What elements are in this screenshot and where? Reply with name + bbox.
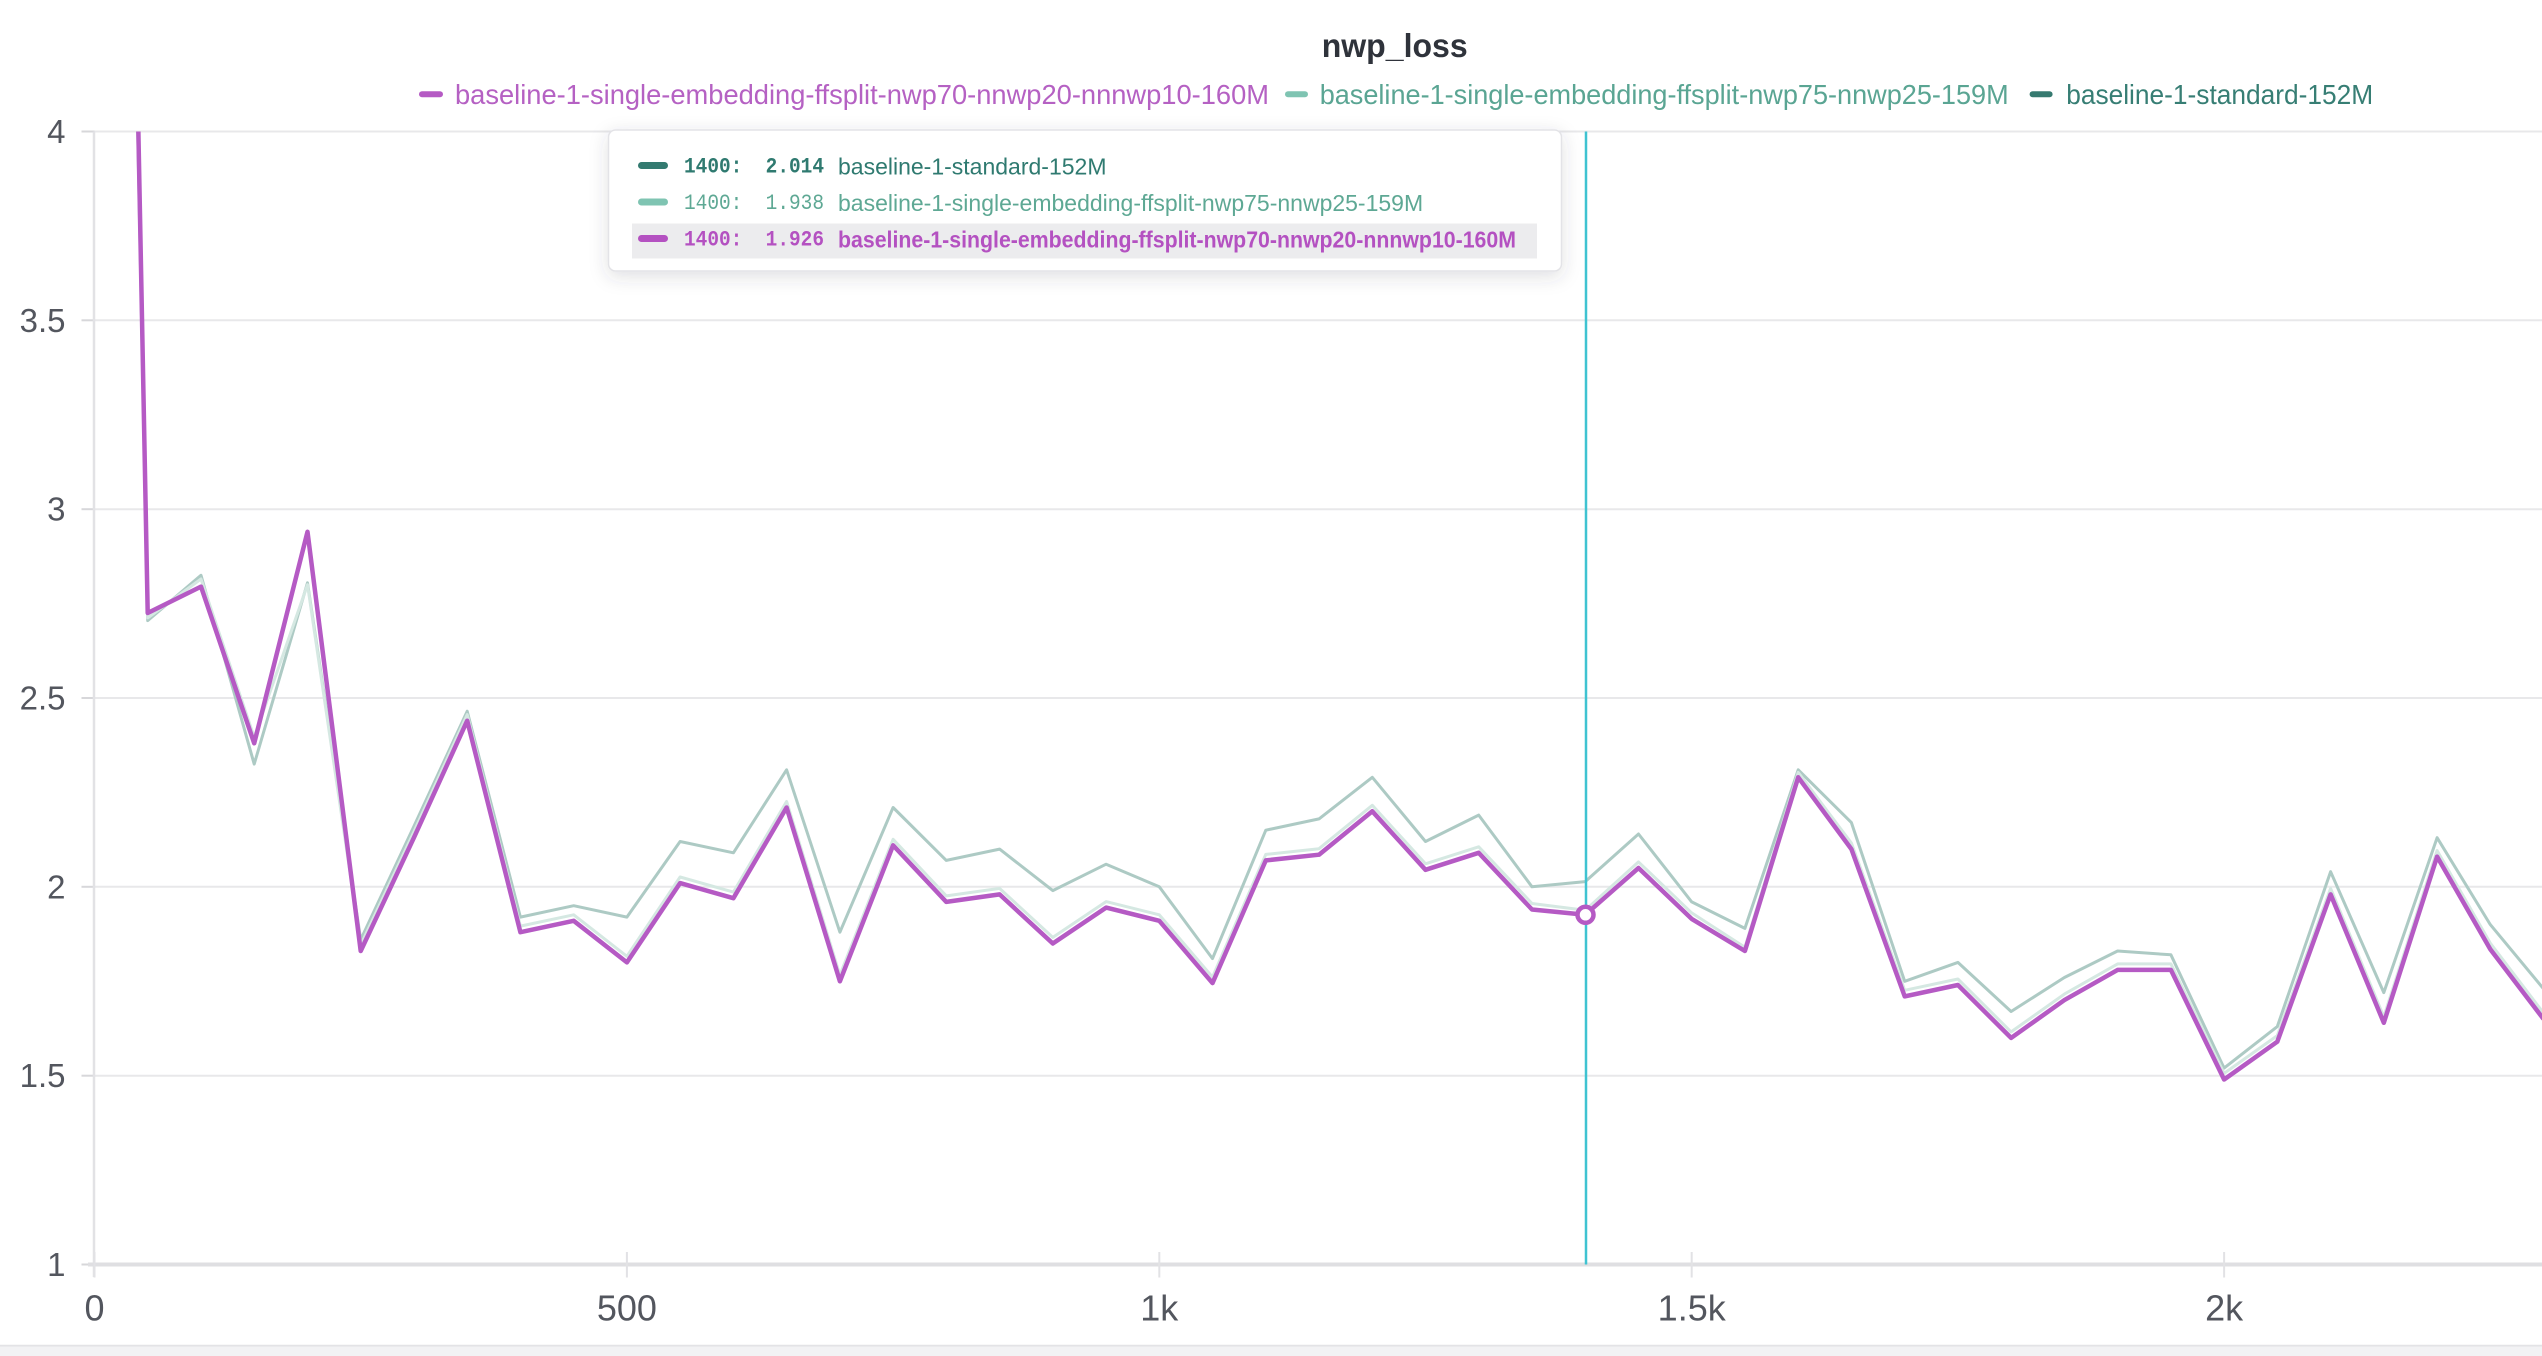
- svg-text:500: 500: [597, 1288, 657, 1329]
- svg-text:2: 2: [47, 868, 65, 905]
- svg-text:0: 0: [84, 1288, 104, 1329]
- svg-text:1.5: 1.5: [20, 1057, 66, 1094]
- svg-text:1k: 1k: [1140, 1288, 1179, 1329]
- svg-text:baseline-1-standard-152M: baseline-1-standard-152M: [2066, 79, 2373, 110]
- svg-text:3.5: 3.5: [20, 302, 66, 339]
- svg-text:1: 1: [47, 1246, 65, 1283]
- svg-text:baseline-1-single-embedding-ff: baseline-1-single-embedding-ffsplit-nwp7…: [1320, 79, 2009, 110]
- svg-text:1400: 1.938: 1400: 1.938: [684, 190, 824, 216]
- svg-text:1.5k: 1.5k: [1658, 1288, 1727, 1329]
- svg-text:2k: 2k: [2205, 1288, 2244, 1329]
- svg-text:2.5: 2.5: [20, 680, 66, 717]
- svg-text:nwp_loss: nwp_loss: [1322, 27, 1468, 64]
- svg-text:baseline-1-single-embedding-ff: baseline-1-single-embedding-ffsplit-nwp7…: [455, 79, 1269, 110]
- svg-text:1400: 2.014: 1400: 2.014: [684, 154, 824, 180]
- svg-text:4: 4: [47, 113, 65, 150]
- svg-text:baseline-1-single-embedding-ff: baseline-1-single-embedding-ffsplit-nwp7…: [838, 227, 1516, 253]
- svg-text:baseline-1-standard-152M: baseline-1-standard-152M: [838, 154, 1107, 180]
- svg-text:3: 3: [47, 491, 65, 528]
- svg-text:1400: 1.926: 1400: 1.926: [684, 227, 824, 253]
- svg-text:baseline-1-single-embedding-ff: baseline-1-single-embedding-ffsplit-nwp7…: [838, 190, 1423, 216]
